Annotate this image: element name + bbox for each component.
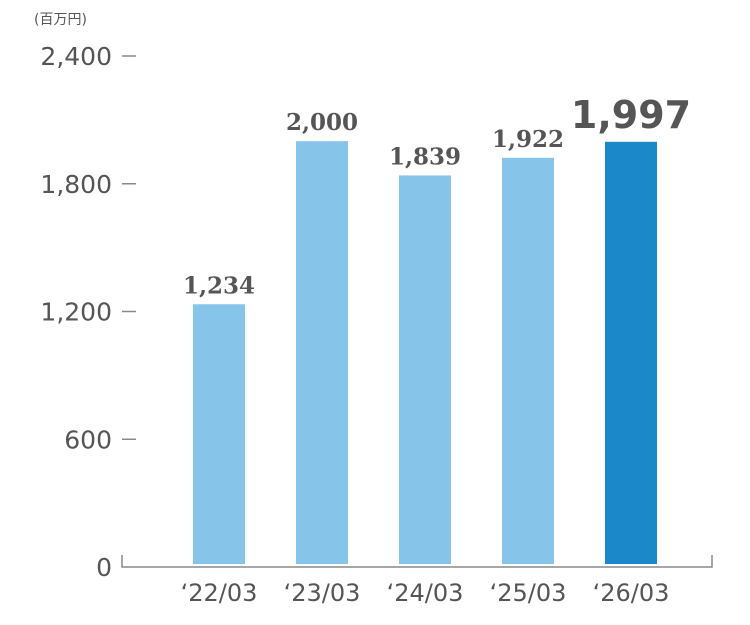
y-tick-label: 600 [64,425,112,454]
bars-group [193,141,657,565]
y-tick-label: 0 [96,553,112,582]
bar-2 [296,141,348,564]
value-label-1: 1,234 [183,272,255,299]
bar-1 [193,304,245,564]
unit-label: (百万円) [34,12,87,28]
value-label-5: 1,997 [571,93,691,137]
x-axis [121,555,713,568]
y-tick-label: 2,400 [40,42,112,71]
y-tick-label: 1,800 [40,170,112,199]
y-tick-label: 1,200 [40,298,112,327]
y-axis: 0 600 1,200 1,800 2,400 [40,42,136,582]
category-labels-group: ‘22/03 ‘23/03 ‘24/03 ‘25/03 ‘26/03 [181,579,670,607]
category-label-2: ‘23/03 [284,579,361,607]
bar-3 [399,175,451,565]
bar-4 [502,157,554,564]
x-axis-line [121,555,713,568]
value-label-3: 1,839 [389,143,461,170]
category-label-5: ‘26/03 [593,579,670,607]
value-label-4: 1,922 [492,126,564,153]
category-label-1: ‘22/03 [181,579,258,607]
bar-5 [605,141,657,564]
value-label-2: 2,000 [286,109,358,136]
category-label-3: ‘24/03 [387,579,464,607]
category-label-4: ‘25/03 [490,579,567,607]
value-labels-group: 1,234 2,000 1,839 1,922 1,997 [183,93,691,299]
